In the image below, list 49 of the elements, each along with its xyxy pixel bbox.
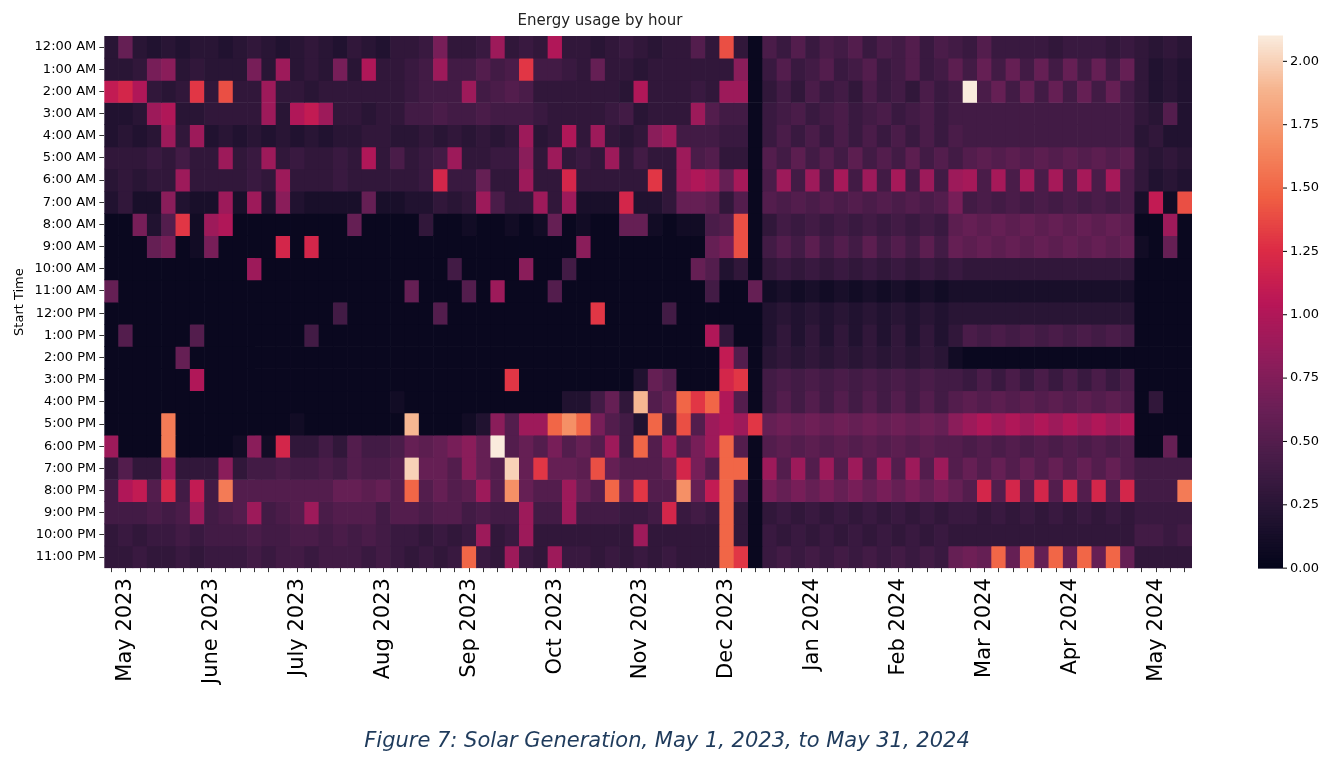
y-tick-label: 2:00 AM xyxy=(42,82,97,98)
y-tick-label: 9:00 AM xyxy=(42,238,97,254)
color-bar-label: 2.00 xyxy=(1290,52,1319,68)
y-tick-label: 8:00 AM xyxy=(42,215,97,231)
x-tick-label: Nov 2023 xyxy=(627,578,652,680)
y-tick-label: 11:00 AM xyxy=(34,282,97,298)
color-bar-label: 1.25 xyxy=(1290,242,1319,258)
x-tick-label: Aug 2023 xyxy=(369,578,394,680)
x-tick-label: May 2024 xyxy=(1142,578,1167,682)
y-tick-label: 12:00 PM xyxy=(35,304,97,320)
y-tick-label: 6:00 AM xyxy=(42,171,97,187)
y-tick-label: 9:00 PM xyxy=(43,504,97,520)
x-tick-label: June 2023 xyxy=(198,578,223,687)
color-bar-label: 0.00 xyxy=(1290,559,1319,575)
y-tick-label: 3:00 PM xyxy=(43,371,97,387)
y-tick-label: 2:00 PM xyxy=(43,348,97,364)
x-tick-label: Dec 2023 xyxy=(713,578,738,679)
y-tick-label: 10:00 PM xyxy=(35,526,97,542)
x-tick-label: Sep 2023 xyxy=(455,578,480,678)
y-tick-label: 7:00 PM xyxy=(43,459,97,475)
y-tick-label: 10:00 AM xyxy=(34,260,97,276)
x-tick-label: Mar 2024 xyxy=(970,578,995,678)
y-tick-label: 11:00 PM xyxy=(35,548,97,564)
y-tick-label: 1:00 AM xyxy=(42,60,97,76)
y-tick-label: 6:00 PM xyxy=(43,437,97,453)
color-bar-label: 0.25 xyxy=(1290,496,1319,512)
color-bar-label: 0.75 xyxy=(1290,369,1319,385)
color-bar-label: 1.50 xyxy=(1290,179,1319,195)
y-tick-label: 7:00 AM xyxy=(42,193,97,209)
y-tick-label: 4:00 AM xyxy=(42,127,97,143)
y-tick-label: 8:00 PM xyxy=(43,481,97,497)
x-tick-label: Apr 2024 xyxy=(1056,578,1081,675)
y-tick-label: 12:00 AM xyxy=(34,38,97,54)
color-bar-label: 0.50 xyxy=(1290,432,1319,448)
y-tick-label: 1:00 PM xyxy=(43,326,97,342)
y-tick-label: 4:00 PM xyxy=(43,393,97,409)
x-tick-label: Oct 2023 xyxy=(541,578,566,675)
y-tick-label: 3:00 AM xyxy=(42,104,97,120)
y-tick-label: 5:00 PM xyxy=(43,415,97,431)
x-tick-label: May 2023 xyxy=(112,578,137,682)
x-tick-label: July 2023 xyxy=(283,578,308,679)
color-bar-label: 1.00 xyxy=(1290,306,1319,322)
color-bar-label: 1.75 xyxy=(1290,116,1319,132)
x-tick-label: Feb 2024 xyxy=(885,578,910,676)
x-tick-label: Jan 2024 xyxy=(799,578,824,673)
caption: Figure 7: Solar Generation, May 1, 2023, to May 31, 2024 xyxy=(363,728,971,752)
y-tick-label: 5:00 AM xyxy=(42,149,97,165)
chart-title: Energy usage by hour xyxy=(517,10,684,29)
y-axis-title: Start Time xyxy=(11,268,27,336)
